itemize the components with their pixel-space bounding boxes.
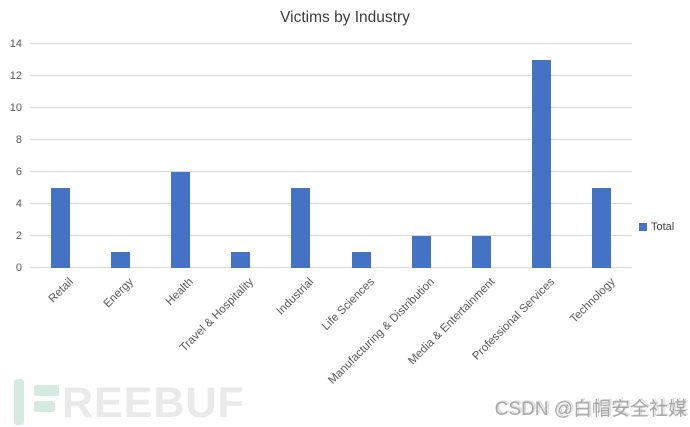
legend-label-total: Total xyxy=(651,221,675,233)
bar-manufacturing-distribution xyxy=(411,236,431,268)
plot-area xyxy=(30,43,632,268)
bar-travel-hospitality xyxy=(231,252,251,268)
gridline-y-4 xyxy=(30,203,632,204)
gridline-y-12 xyxy=(30,75,632,76)
csdn-watermark-text: CSDN @白帽安全社媒 xyxy=(494,399,687,420)
y-tick-label-10: 10 xyxy=(9,102,22,114)
y-tick-label-6: 6 xyxy=(15,166,22,178)
x-label-retail: Retail xyxy=(46,276,76,306)
x-label-manufacturing-distribution: Manufacturing & Distribution xyxy=(326,276,437,387)
freebuf-watermark-text: REEBUF xyxy=(62,379,245,427)
bar-professional-services xyxy=(532,60,552,268)
gridline-y-10 xyxy=(30,107,632,108)
freebuf-logo-bar-icon xyxy=(14,379,24,425)
gridline-y-14 xyxy=(30,43,632,44)
y-tick-label-0: 0 xyxy=(15,262,22,274)
x-label-energy: Energy xyxy=(101,276,136,311)
bar-health xyxy=(171,172,190,268)
bar-retail xyxy=(50,188,70,268)
x-label-health: Health xyxy=(163,276,196,308)
freebuf-logo-f-icon xyxy=(34,401,55,412)
freebuf-logo-f-icon xyxy=(34,385,59,396)
gridline-y-0 xyxy=(30,267,632,268)
y-tick-label-8: 8 xyxy=(15,134,22,146)
y-tick-label-12: 12 xyxy=(9,70,22,82)
bar-energy xyxy=(110,252,130,268)
x-label-technology: Technology xyxy=(567,276,618,326)
y-tick-label-4: 4 xyxy=(15,198,22,210)
x-label-industrial: Industrial xyxy=(274,276,317,318)
gridline-y-6 xyxy=(30,171,632,172)
x-label-life-sciences: Life Sciences xyxy=(319,276,377,333)
legend: Total xyxy=(639,221,674,233)
gridline-y-8 xyxy=(30,139,632,140)
bar-industrial xyxy=(291,188,311,268)
y-tick-label-2: 2 xyxy=(15,230,22,242)
y-tick-label-14: 14 xyxy=(9,38,22,50)
gridline-y-2 xyxy=(30,235,632,236)
bar-technology xyxy=(592,188,612,268)
bar-life-sciences xyxy=(351,252,371,268)
bar-media-entertainment xyxy=(472,236,491,268)
chart-title: Victims by Industry xyxy=(280,9,410,26)
legend-swatch-total xyxy=(639,223,647,231)
